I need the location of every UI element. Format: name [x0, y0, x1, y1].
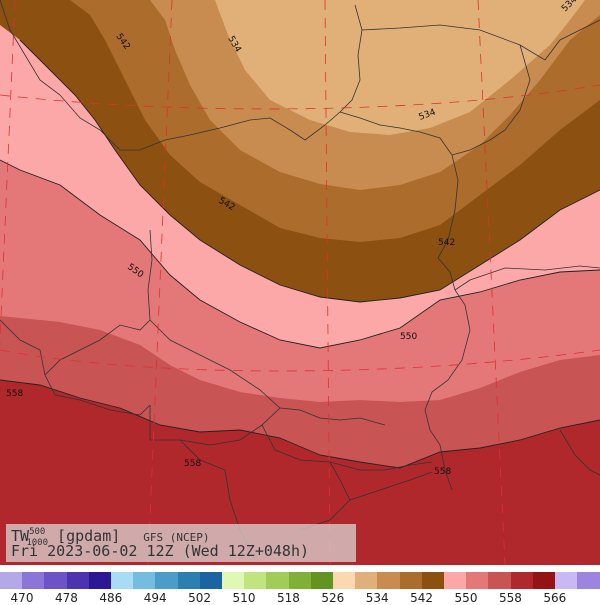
legend-swatch: [66, 572, 90, 589]
legend-swatch: [111, 572, 134, 589]
legend-tick-label: 486: [99, 591, 123, 605]
legend-tick-label: 550: [454, 591, 478, 605]
country-borders: [0, 0, 600, 561]
legend-swatch: [133, 572, 157, 589]
contour-label-558: 558: [184, 459, 201, 469]
model-label: GFS (NCEP): [143, 531, 210, 544]
legend-swatch: [310, 572, 334, 589]
legend-swatch: [0, 572, 23, 589]
legend-swatch: [333, 572, 356, 589]
legend-tick-label: 526: [321, 591, 345, 605]
geopotential-thickness-map: 534 534 534 542 542 542 550 550 558 558 …: [0, 0, 600, 565]
variable-name: TW: [11, 527, 30, 545]
contour-label-558: 558: [434, 467, 451, 477]
legend-swatch: [466, 572, 490, 589]
legend-tick-label: 478: [54, 591, 78, 605]
title-line-variable: TW5001000 [gpdam] GFS (NCEP): [11, 527, 210, 548]
band-518: [215, 0, 585, 135]
legend-tick-label: 502: [188, 591, 212, 605]
units-label: [gpdam]: [57, 527, 121, 545]
level-bottom: 1000: [26, 538, 49, 548]
legend-tick-label: 470: [10, 591, 34, 605]
legend-swatch: [421, 572, 445, 589]
contour-label-542: 542: [438, 238, 455, 248]
legend-swatch: [199, 572, 223, 589]
legend-swatch: [288, 572, 312, 589]
legend-tick-label: 558: [498, 591, 522, 605]
legend-swatch: [488, 572, 512, 589]
legend-tick-label: 494: [143, 591, 167, 605]
legend-swatch: [22, 572, 46, 589]
legend-swatch: [155, 572, 179, 589]
legend-swatch: [88, 572, 112, 589]
legend-tick-label: 566: [543, 591, 567, 605]
legend-swatch: [444, 572, 467, 589]
level-top: 500: [29, 527, 46, 537]
legend-swatch: [177, 572, 201, 589]
contour-label-558: 558: [6, 389, 23, 399]
legend-swatch: [355, 572, 379, 589]
legend-swatch: [266, 572, 290, 589]
legend-swatch: [555, 572, 578, 589]
legend-tick-label: 542: [410, 591, 434, 605]
valid-time: Fri 2023-06-02 12Z (Wed 12Z+048h): [11, 542, 310, 560]
contour-label-550: 550: [400, 332, 417, 342]
legend-tick-label: 510: [232, 591, 256, 605]
legend-swatch: [244, 572, 268, 589]
legend-swatch: [377, 572, 401, 589]
legend-swatch: [222, 572, 245, 589]
legend-tick-label: 518: [276, 591, 300, 605]
legend-tick-label: 534: [365, 591, 389, 605]
legend-swatch: [44, 572, 68, 589]
graticule: [0, 0, 600, 565]
color-legend: 470 478 486 494 502 510 518 526 534 542 550 558 566: [0, 572, 600, 605]
legend-swatch: [399, 572, 423, 589]
legend-swatch: [577, 572, 600, 589]
legend-swatch: [510, 572, 534, 589]
thickness-contours: [0, 39, 600, 469]
map-title-box: TW5001000 [gpdam] GFS (NCEP) Fri 2023-06…: [6, 524, 356, 562]
legend-swatch: [532, 572, 556, 589]
